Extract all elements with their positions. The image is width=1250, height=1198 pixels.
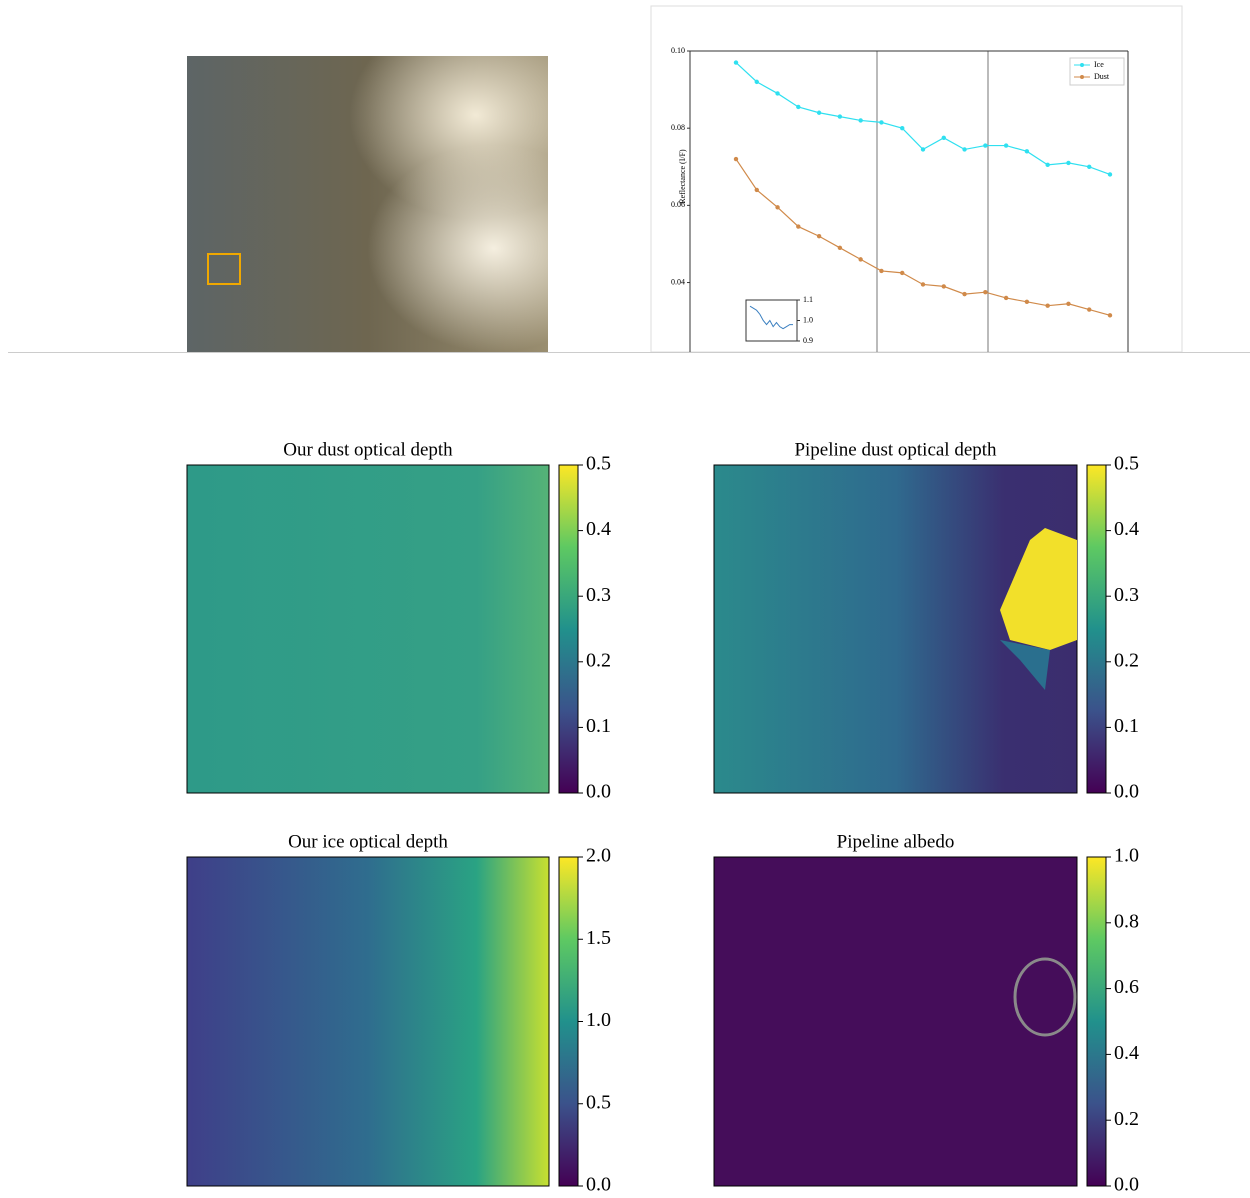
panel-title: Our ice optical depth <box>288 831 448 852</box>
colorbar-tick-label: 0.0 <box>1114 781 1139 803</box>
panel-title: Pipeline albedo <box>837 831 955 852</box>
point <box>1003 295 1009 301</box>
heatmap-image <box>186 856 550 1187</box>
colorbar-tick-label: 0.4 <box>1114 518 1139 540</box>
point <box>775 91 780 96</box>
colorbar-tick-label: 0.2 <box>586 649 611 671</box>
colorbar-tick-label: 0.3 <box>586 584 611 606</box>
region-box <box>207 253 241 285</box>
point <box>1045 162 1050 168</box>
point <box>1045 303 1050 308</box>
y-tick-label: 0.04 <box>671 277 685 286</box>
point <box>1087 307 1092 312</box>
colorbar-tick-label: 0.2 <box>1114 1108 1139 1130</box>
point <box>1024 299 1030 305</box>
point <box>941 284 946 289</box>
colorbar-tick-label: 1.0 <box>1114 845 1139 867</box>
y-tick-label: 0.06 <box>671 200 685 209</box>
point <box>920 282 926 287</box>
point <box>754 79 759 85</box>
point <box>754 187 759 193</box>
panel-title: Pipeline dust optical depth <box>794 439 997 460</box>
point <box>941 135 946 141</box>
colorbar-tick-label: 0.5 <box>586 1091 611 1113</box>
y-tick-label: 1.1 <box>803 295 813 304</box>
point <box>858 118 863 123</box>
colorbar-tick-label: 0.1 <box>586 715 611 737</box>
point <box>775 205 780 210</box>
cloud <box>187 56 548 352</box>
colorbar-tick-label: 0.0 <box>1114 1174 1139 1196</box>
colorbar-tick-label: 0.6 <box>1114 976 1139 998</box>
colorbar <box>558 856 579 1187</box>
colorbar-tick-label: 0.4 <box>586 518 611 540</box>
point <box>900 270 905 276</box>
point <box>1066 160 1071 166</box>
colorbar <box>558 464 579 794</box>
colorbar-tick-label: 1.0 <box>586 1009 611 1031</box>
y-tick-label: 0.9 <box>803 336 813 345</box>
colorbar <box>1086 856 1107 1187</box>
y-axis-label: Reflectance (I/F) <box>678 149 687 204</box>
heatmap-feature <box>1013 957 1077 1037</box>
point <box>1087 164 1092 169</box>
colorbar-tick-label: 1.5 <box>586 927 611 949</box>
colorbar-tick-label: 0.0 <box>586 781 611 803</box>
legend-label: Ice <box>1094 60 1104 69</box>
colorbar <box>1086 464 1107 794</box>
legend-label: Dust <box>1094 72 1110 81</box>
point <box>879 120 884 125</box>
point <box>1003 143 1009 148</box>
point <box>920 147 926 152</box>
point <box>796 104 801 110</box>
colorbar-tick-label: 2.0 <box>586 845 611 867</box>
point <box>837 114 843 119</box>
y-tick-label: 0.08 <box>671 123 685 132</box>
heatmap-feature <box>1000 640 1050 690</box>
line <box>749 305 793 330</box>
point <box>983 289 988 295</box>
inset-frame <box>745 299 798 342</box>
colorbar-tick-label: 0.8 <box>1114 910 1139 932</box>
point <box>816 110 822 115</box>
point <box>1066 301 1071 306</box>
point <box>1107 172 1113 177</box>
colorbar-tick-label: 0.2 <box>1114 649 1139 671</box>
y-tick-label: 0.10 <box>671 46 685 55</box>
heatmap-image <box>186 464 550 794</box>
point <box>1024 149 1030 154</box>
colorbar-tick-label: 0.0 <box>586 1174 611 1196</box>
point <box>1107 313 1113 318</box>
point <box>733 156 739 162</box>
legend <box>1069 57 1125 86</box>
point <box>962 291 967 297</box>
colorbar-tick-label: 0.1 <box>1114 715 1139 737</box>
point <box>879 268 884 274</box>
legend-swatch <box>1080 63 1084 67</box>
point <box>733 60 739 65</box>
legend-swatch <box>1080 75 1084 79</box>
colorbar-tick-label: 0.3 <box>1114 584 1139 606</box>
point <box>962 147 967 152</box>
heatmap-image <box>713 856 1078 1187</box>
point <box>983 143 988 148</box>
point <box>858 257 863 262</box>
colorbar-tick-label: 0.5 <box>586 453 611 475</box>
point <box>837 245 843 251</box>
colorbar-tick-label: 0.5 <box>1114 453 1139 475</box>
heatmap-feature <box>1000 528 1077 650</box>
colorbar-tick-label: 0.4 <box>1114 1042 1139 1064</box>
point <box>900 125 905 131</box>
point <box>816 234 822 239</box>
point <box>796 224 801 229</box>
y-tick-label: 1.0 <box>803 315 813 324</box>
panel-title: Our dust optical depth <box>283 439 453 460</box>
